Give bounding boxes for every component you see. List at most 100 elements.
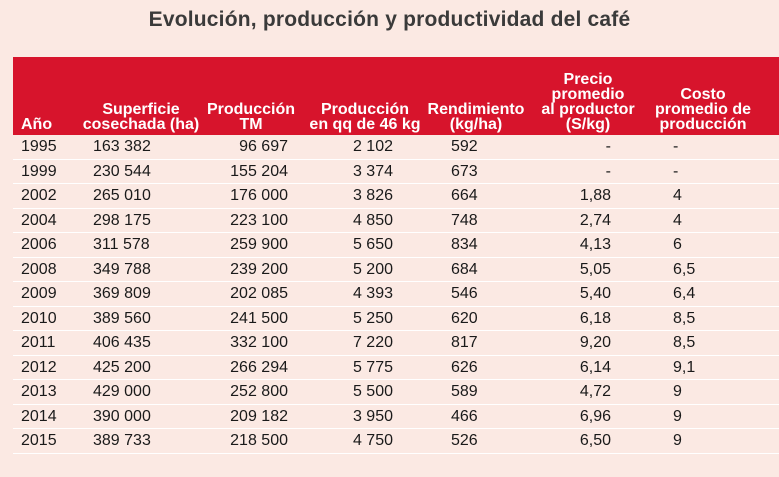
table-row: 2012 425 200 266 294 5 775 626 6,14 9,1 <box>13 356 779 380</box>
table-cell: 2002 <box>21 187 57 204</box>
table-cell: 163 382 <box>93 138 151 155</box>
table-cell: 7 220 <box>352 334 393 351</box>
table-cell: 9 <box>673 407 682 425</box>
table-cell: 389 560 <box>93 309 151 327</box>
table-cell: 620 <box>451 309 478 327</box>
table-cell: 2008 <box>21 260 57 278</box>
table-cell: 834 <box>451 236 478 253</box>
table-header: Año Superficie cosechada (ha) Producción… <box>13 57 779 135</box>
table-cell: 2,74 <box>579 211 611 229</box>
table-row: 2014 390 000 209 182 3 950 466 6,96 9 <box>13 405 779 429</box>
table-row: 2008 349 788 239 200 5 200 684 5,05 6,5 <box>13 258 779 282</box>
table-cell: 684 <box>451 260 478 278</box>
table-cell: 2015 <box>21 432 57 449</box>
table-cell: 5,40 <box>579 285 611 302</box>
table-cell: - <box>605 138 611 155</box>
table-cell: 664 <box>451 187 478 204</box>
table-cell: 2012 <box>21 358 57 376</box>
table-cell: 2014 <box>21 407 57 425</box>
table-row: 2009 369 809 202 085 4 393 546 5,40 6,4 <box>13 282 779 307</box>
table-cell: 8,5 <box>673 309 696 327</box>
header-production-tm: Producción TM <box>206 101 295 133</box>
table-row: 2002 265 010 176 000 3 826 664 1,88 4 <box>13 184 779 209</box>
table-cell: 2006 <box>21 236 57 253</box>
table-cell: 298 175 <box>93 211 151 229</box>
table-cell: 425 200 <box>93 358 151 376</box>
table-cell: 466 <box>451 407 478 425</box>
table-cell: 6,96 <box>579 407 611 425</box>
table-cell: 626 <box>451 358 478 376</box>
table-cell: 2013 <box>21 383 57 400</box>
table-row: 2015 389 733 218 500 4 750 526 6,50 9 <box>13 429 779 454</box>
table-cell: 6,4 <box>673 285 696 302</box>
table-row: 1999 230 544 155 204 3 374 673 - - <box>13 160 779 184</box>
table-cell: 311 578 <box>93 236 150 253</box>
table-cell: 223 100 <box>230 211 288 229</box>
table-cell: 209 182 <box>230 407 288 425</box>
table-cell: 5 650 <box>352 236 393 253</box>
header-price: Precio promedio al productor (S/kg) <box>541 71 635 133</box>
table-row: 1995 163 382 96 697 2 102 592 - - <box>13 135 779 160</box>
table-cell: 4 <box>673 187 682 204</box>
header-cost: Costo promedio de producción <box>654 86 751 133</box>
table-cell: 230 544 <box>93 162 151 180</box>
table-cell: 546 <box>451 285 478 302</box>
table-cell: 265 010 <box>93 187 151 204</box>
table-cell: 526 <box>451 432 478 449</box>
table-cell: 8,5 <box>673 334 696 351</box>
coffee-table: Año Superficie cosechada (ha) Producción… <box>13 57 779 454</box>
table-cell: 1995 <box>21 138 57 155</box>
table-cell: 176 000 <box>230 187 288 204</box>
table-cell: 218 500 <box>230 432 288 449</box>
table-cell: - <box>673 138 679 155</box>
table-cell: 2009 <box>21 285 57 302</box>
table-cell: 239 200 <box>230 260 288 278</box>
table-cell: 5 200 <box>352 260 393 278</box>
table-cell: 1999 <box>21 162 57 180</box>
table-cell: 96 697 <box>239 138 288 155</box>
table-cell: 2010 <box>21 309 57 327</box>
table-cell: 9 <box>673 383 682 400</box>
table-cell: 2004 <box>21 211 57 229</box>
table-cell: 817 <box>451 334 478 351</box>
table-cell: 4 750 <box>352 432 393 449</box>
table-cell: 369 809 <box>93 285 151 302</box>
table-row: 2013 429 000 252 800 5 500 589 4,72 9 <box>13 380 779 405</box>
table-cell: 4,72 <box>579 383 611 400</box>
table-cell: 5 250 <box>352 309 393 327</box>
table-cell: 6 <box>673 236 682 253</box>
table-cell: 9 <box>673 432 682 449</box>
table-cell: 349 788 <box>93 260 151 278</box>
table-cell: 252 800 <box>230 383 288 400</box>
table-cell: 6,14 <box>579 358 611 376</box>
header-production-qq: Producción en qq de 46 kg <box>309 101 421 133</box>
table-cell: 9,1 <box>673 358 696 376</box>
table-cell: - <box>673 162 679 180</box>
table-cell: 4 <box>673 211 682 229</box>
table-cell: 4 393 <box>352 285 393 302</box>
table-row: 2006 311 578 259 900 5 650 834 4,13 6 <box>13 233 779 258</box>
table-cell: - <box>605 162 611 180</box>
table-cell: 6,18 <box>579 309 611 327</box>
table-cell: 406 435 <box>93 334 151 351</box>
table-cell: 3 374 <box>352 162 393 180</box>
table-cell: 5 500 <box>352 383 393 400</box>
table-cell: 259 900 <box>230 236 288 253</box>
table-cell: 390 000 <box>93 407 151 425</box>
table-title: Evolución, producción y productividad de… <box>148 8 631 31</box>
table-row: 2004 298 175 223 100 4 850 748 2,74 4 <box>13 209 779 233</box>
table-body: 1995 163 382 96 697 2 102 592 - - 1999 230 544 15… <box>13 135 779 454</box>
table-cell: 748 <box>451 211 478 229</box>
table-cell: 6,5 <box>673 260 696 278</box>
table-cell: 429 000 <box>93 383 151 400</box>
table-cell: 6,50 <box>579 432 611 449</box>
table-cell: 266 294 <box>230 358 288 376</box>
table-cell: 4,13 <box>579 236 611 253</box>
table-cell: 589 <box>451 383 478 400</box>
table-cell: 5,05 <box>579 260 611 278</box>
table-cell: 2011 <box>21 334 56 351</box>
table-cell: 592 <box>451 138 478 155</box>
table-cell: 9,20 <box>579 334 611 351</box>
table-cell: 389 733 <box>93 432 151 449</box>
table-cell: 4 850 <box>352 211 393 229</box>
